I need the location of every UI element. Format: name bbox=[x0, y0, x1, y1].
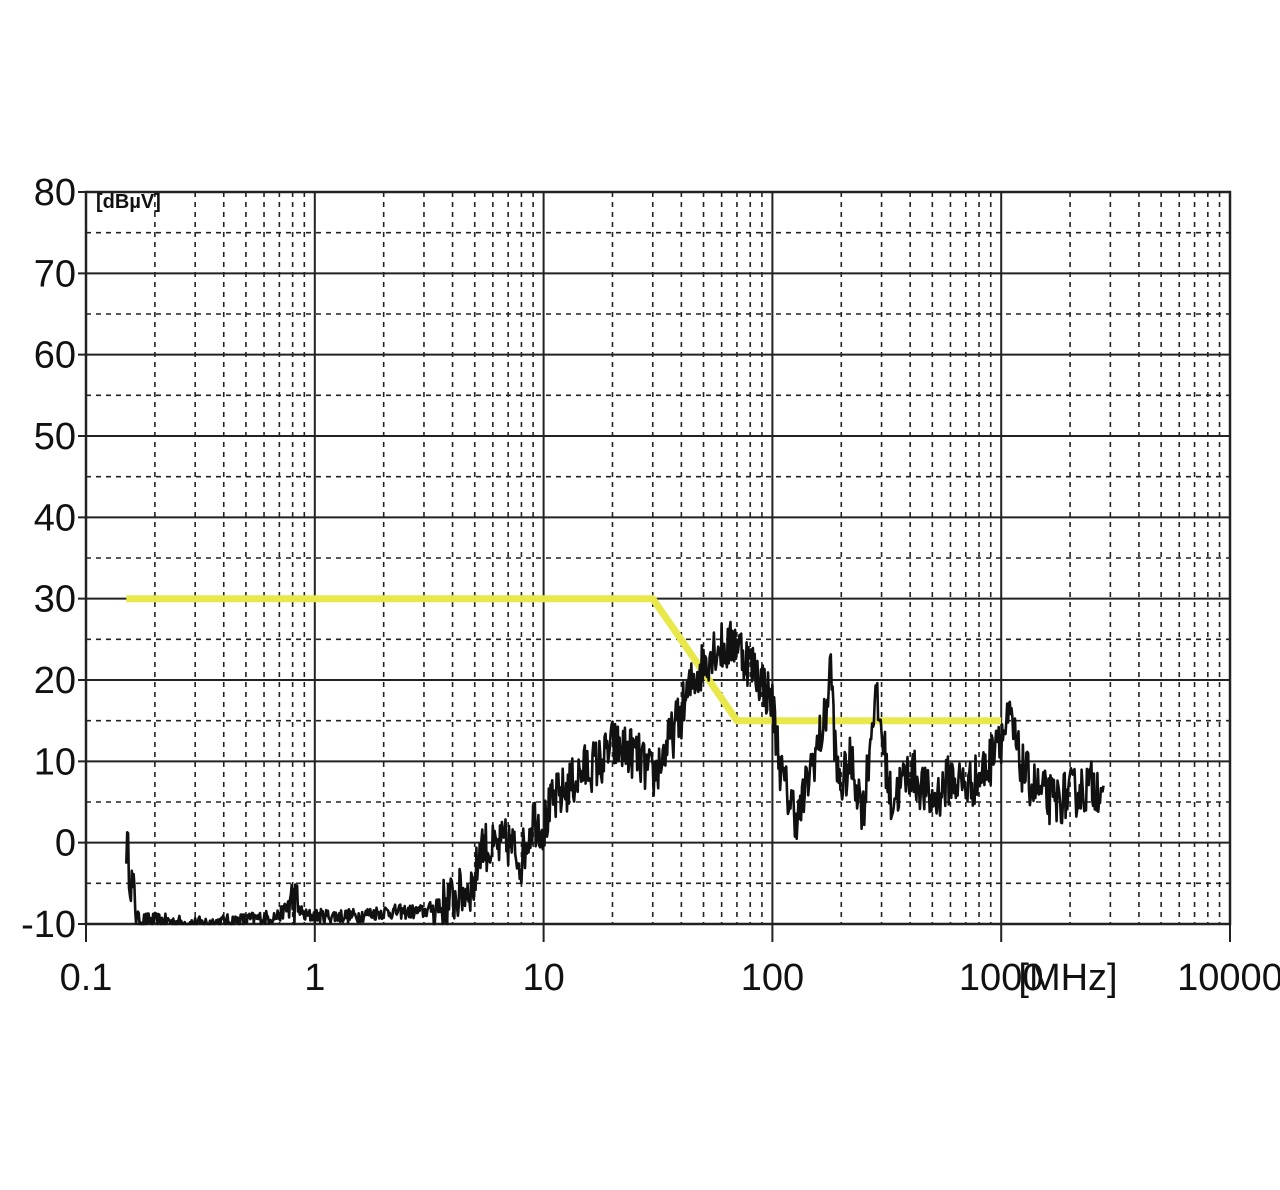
y-tick-label: 40 bbox=[34, 497, 76, 539]
y-unit-label: [dBµV] bbox=[96, 191, 161, 213]
y-tick-label: 80 bbox=[34, 172, 76, 214]
major-grid bbox=[78, 191, 1231, 942]
x-tick-label: 100 bbox=[741, 957, 804, 999]
limit-line bbox=[126, 595, 1002, 725]
x-tick-label: 0.1 bbox=[60, 957, 113, 999]
y-tick-label: 10 bbox=[34, 741, 76, 783]
x-tick-label: 10 bbox=[522, 957, 564, 999]
x-tick-label: 10000 bbox=[1177, 957, 1280, 999]
x-tick-label: 1 bbox=[304, 957, 325, 999]
y-tick-label: 70 bbox=[34, 253, 76, 295]
y-tick-label: 60 bbox=[34, 335, 76, 377]
y-tick-label: 20 bbox=[34, 660, 76, 702]
y-tick-label: -10 bbox=[21, 904, 76, 946]
x-tick-label: 1000 bbox=[959, 957, 1044, 999]
y-unit-label-group: [dBµV] bbox=[96, 191, 161, 213]
plot-frame bbox=[84, 190, 1232, 926]
measurement-line bbox=[125, 620, 1105, 926]
y-tick-label: 30 bbox=[34, 579, 76, 621]
y-tick-label: 50 bbox=[34, 416, 76, 458]
series-layer bbox=[125, 595, 1105, 926]
y-tick-label: 0 bbox=[55, 823, 76, 865]
minor-grid bbox=[86, 192, 1230, 924]
x-unit-label: [MHz] bbox=[1018, 957, 1117, 999]
